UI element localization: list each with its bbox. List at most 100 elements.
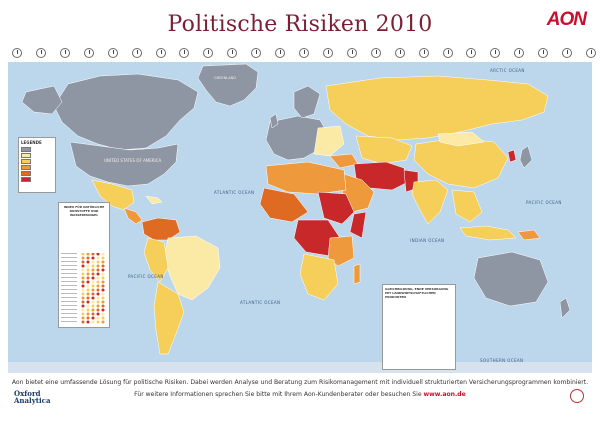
index-dot (96, 264, 100, 268)
turkey-shape (329, 153, 359, 169)
index-dot (81, 260, 85, 264)
usa-shape (69, 141, 179, 187)
index-dot (101, 308, 105, 312)
southern-cone-shape (153, 281, 185, 355)
index-dot (91, 288, 95, 292)
index-dot (86, 296, 90, 300)
index-row-line (61, 281, 77, 282)
index-dot (91, 268, 95, 272)
index-dot (81, 320, 85, 324)
index-row-line (61, 293, 77, 294)
index-dot (91, 256, 95, 260)
clock-icon (83, 48, 94, 58)
index-dot (86, 264, 90, 268)
index-dot (81, 316, 85, 320)
australia-shape (473, 251, 549, 307)
clock-icon (490, 48, 501, 58)
aon-website-link[interactable]: www.aon.de (423, 391, 466, 398)
index-dot (91, 276, 95, 280)
index-dot (91, 280, 95, 284)
index-dot (91, 264, 95, 268)
index-dot (81, 264, 85, 268)
index-dot (101, 284, 105, 288)
index-row-line (61, 257, 77, 258)
index-dot (91, 316, 95, 320)
agricultural-info-panel: GLEICHBILDUNG, ENDE VERSORGUNG MIT LANDW… (382, 284, 456, 370)
atlantic-ocean-north-label: ATLANTIC OCEAN (214, 190, 255, 195)
indian-ocean-label: INDIAN OCEAN (410, 238, 445, 243)
clock-icon (346, 48, 357, 58)
index-dot (96, 253, 100, 256)
index-dot (101, 268, 105, 272)
index-dot (96, 284, 100, 288)
japan-shape (519, 145, 533, 169)
index-dot (81, 276, 85, 280)
index-row-line (61, 289, 77, 290)
north-africa-shape (265, 161, 347, 195)
antarctica-band (8, 362, 592, 373)
greenland-label: GREENLAND (214, 76, 236, 80)
central-asia-shape (355, 135, 413, 165)
index-dot (91, 296, 95, 300)
clock-icon (12, 48, 22, 58)
index-dot (81, 253, 85, 256)
footer-line-2: Für weitere Informationen sprechen Sie b… (0, 391, 600, 398)
scandinavia-shape (293, 85, 321, 119)
clock-icon (107, 48, 118, 58)
index-dot (101, 260, 105, 264)
index-row-line (61, 297, 77, 298)
index-dot (101, 276, 105, 280)
index-dot (101, 272, 105, 276)
index-row-line (61, 269, 77, 270)
index-dot (101, 300, 105, 304)
mongolia-shape (437, 131, 485, 147)
index-dot (81, 312, 85, 316)
index-dot (101, 280, 105, 284)
mexico-shape (91, 179, 135, 211)
index-dot (86, 256, 90, 260)
legend-swatch-yellow (21, 159, 31, 164)
clock-icon (227, 48, 238, 58)
sudan-shape (317, 191, 355, 225)
clock-icon (179, 48, 190, 58)
legend-row (21, 171, 53, 176)
index-dot (101, 256, 105, 260)
clock-icon (538, 48, 549, 58)
index-dot (86, 253, 90, 256)
footer-line-2-text: Für weitere Informationen sprechen Sie b… (134, 391, 422, 398)
index-dot (96, 312, 100, 316)
index-dot (86, 260, 90, 264)
index-dot (96, 272, 100, 276)
southeast-asia-shape (451, 189, 483, 223)
clock-icon (514, 48, 525, 58)
index-dot (96, 276, 100, 280)
index-dot (96, 316, 100, 320)
index-dot (101, 312, 105, 316)
index-dot (96, 268, 100, 272)
index-dot (91, 320, 95, 324)
png-shape (517, 229, 541, 241)
index-dot (96, 292, 100, 296)
index-dot (86, 304, 90, 308)
new-zealand-shape (559, 297, 571, 319)
index-dot (91, 284, 95, 288)
index-row-line (61, 321, 77, 322)
index-dot (86, 276, 90, 280)
index-row-line (61, 261, 77, 262)
index-dot (96, 280, 100, 284)
andes-shape (143, 237, 169, 283)
clock-icon (131, 48, 142, 58)
clock-icon (299, 48, 309, 58)
index-dot (91, 304, 95, 308)
oxford-analytica-logo: Oxford Analytica (14, 390, 50, 404)
atlantic-ocean-south-label: ATLANTIC OCEAN (240, 300, 281, 305)
russia-shape (325, 75, 549, 141)
index-row-line (61, 277, 77, 278)
index-dot (81, 308, 85, 312)
clock-icon (370, 48, 381, 58)
index-dot (101, 316, 105, 320)
indonesia-shape (459, 225, 517, 241)
clock-icon (394, 48, 405, 58)
index-row-line (61, 253, 77, 254)
